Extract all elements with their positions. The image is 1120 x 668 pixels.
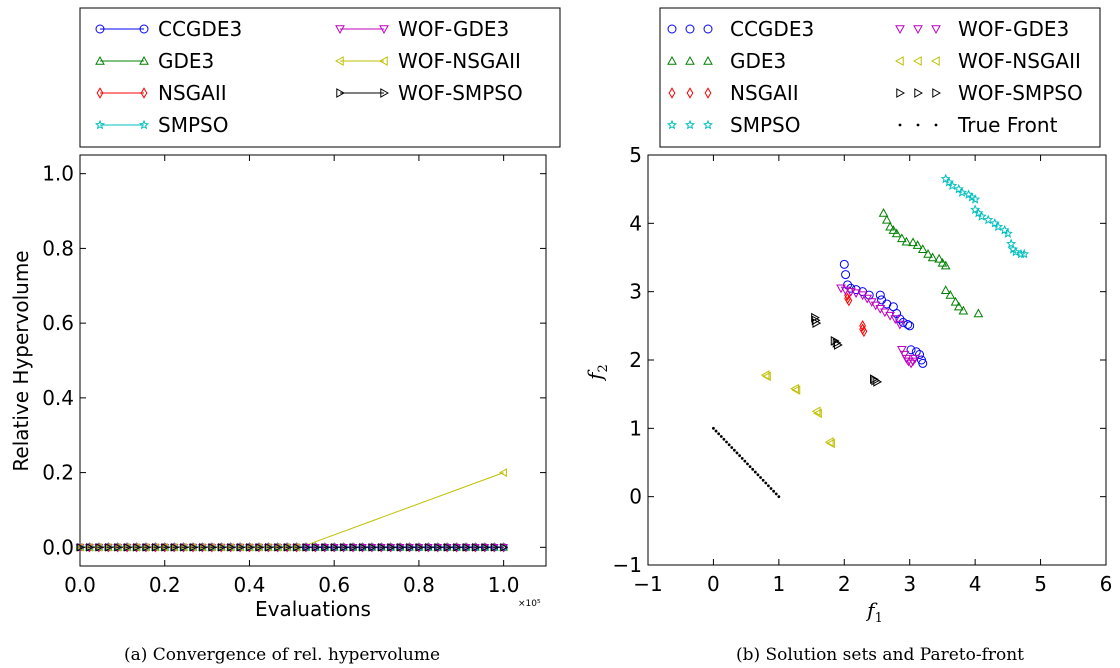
scatter-point: [883, 216, 891, 223]
scatter-point: [741, 457, 744, 460]
left-x-multiplier: ×10⁵: [518, 599, 541, 609]
legend-label: GDE3: [730, 49, 786, 73]
series-line: [80, 473, 504, 548]
scatter-point: [720, 435, 723, 438]
x-tick-label: 0.4: [234, 573, 266, 597]
legend-label: WOF-NSGAII: [958, 49, 1081, 73]
caption-left: (a) Convergence of rel. hypervolume: [124, 645, 440, 665]
scatter-point: [717, 432, 720, 435]
legend-label: SMPSO: [730, 113, 800, 137]
scatter-point: [878, 296, 886, 304]
scatter-point: [736, 452, 739, 455]
plot-left-frame: [80, 155, 546, 566]
y-tick-label: 0: [629, 485, 642, 509]
left-xlabel: Evaluations: [255, 597, 371, 621]
scatter-point: [722, 438, 725, 441]
y-tick-label: 0.0: [42, 535, 74, 559]
x-tick-label: 0.2: [149, 573, 181, 597]
y-tick-label: −1: [613, 553, 642, 577]
y-tick-label: 0.4: [42, 386, 74, 410]
scatter-point: [1004, 230, 1012, 237]
left-ylabel: Relative Hypervolume: [9, 250, 33, 471]
x-tick-label: 6: [1100, 572, 1113, 596]
legend-label: CCGDE3: [158, 17, 242, 41]
x-tick-label: 0.8: [403, 573, 435, 597]
y-tick-label: 4: [629, 211, 642, 235]
scatter-point: [971, 195, 979, 202]
plot-left: 0.0 0.2 0.4 0.6 0.8 1.0 0.0 0.2 0.4 0.6 0.8 1.0 Eva…: [9, 155, 546, 665]
legend-swatch-marker: [935, 124, 938, 127]
scatter-point: [906, 322, 914, 330]
legend-right: CCGDE3 GDE3 NSGAII SMPSO WOF-GDE3 WOF-NSGAII W…: [660, 8, 1100, 147]
scatter-point: [880, 209, 888, 216]
x-tick-label: 5: [1034, 572, 1047, 596]
scatter-point: [712, 427, 715, 430]
scatter-point: [772, 490, 775, 493]
y-tick-label: 2: [629, 348, 642, 372]
scatter-point: [770, 487, 773, 490]
scatter-point: [715, 430, 718, 433]
plot-right-frame: [648, 155, 1106, 565]
x-tick-label: 3: [903, 572, 916, 596]
caption-right: (b) Solution sets and Pareto-front: [736, 645, 1024, 665]
legend-label: WOF-GDE3: [398, 17, 509, 41]
scatter-point: [733, 449, 736, 452]
x-tick-label: 0.0: [64, 573, 96, 597]
scatter-point: [746, 462, 749, 465]
legend-swatch-marker: [899, 124, 902, 127]
legend-label: WOF-GDE3: [958, 17, 1069, 41]
y-tick-label: 5: [629, 143, 642, 167]
x-tick-label: 4: [969, 572, 982, 596]
scatter-point: [898, 347, 906, 354]
scatter-point: [876, 291, 884, 299]
plot-right: −1 0 1 2 3 4 5 6−1012345 f1 f2 (b) Solution set…: [583, 143, 1112, 665]
x-tick-label: 2: [838, 572, 851, 596]
x-tick-label: 0: [707, 572, 720, 596]
x-tick-label: 1.0: [488, 573, 520, 597]
scatter-point: [777, 495, 780, 498]
legend-label: WOF-SMPSO: [958, 81, 1083, 105]
y-tick-label: 3: [629, 280, 642, 304]
scatter-point: [754, 471, 757, 474]
scatter-point: [958, 189, 966, 196]
scatter-point: [946, 291, 954, 298]
legend-label: True Front: [957, 113, 1058, 137]
legend-label: GDE3: [158, 49, 214, 73]
y-tick-label: 0.8: [42, 236, 74, 260]
legend-label: WOF-NSGAII: [398, 49, 521, 73]
legend-label: NSGAII: [158, 81, 227, 105]
y-tick-label: 1.0: [42, 162, 74, 186]
right-xlabel: f1: [865, 598, 883, 626]
scatter-point: [738, 454, 741, 457]
scatter-point: [759, 476, 762, 479]
scatter-point: [974, 310, 982, 317]
scatter-point: [842, 271, 850, 279]
legend-left: CCGDE3 GDE3 NSGAII SMPSO WOF-GDE3 WOF-NSGAII W…: [80, 8, 560, 147]
x-tick-label: 0.6: [318, 573, 350, 597]
scatter-point: [728, 443, 731, 446]
y-tick-label: 0.2: [42, 461, 74, 485]
legend-label: WOF-SMPSO: [398, 81, 523, 105]
legend-label: CCGDE3: [730, 17, 814, 41]
x-tick-label: 1: [772, 572, 785, 596]
scatter-point: [749, 465, 752, 468]
scatter-point: [764, 482, 767, 485]
y-tick-label: 0.6: [42, 311, 74, 335]
legend-swatch-marker: [917, 124, 920, 127]
scatter-point: [757, 473, 760, 476]
scatter-point: [767, 484, 770, 487]
y-tick-label: 1: [629, 416, 642, 440]
scatter-point: [730, 446, 733, 449]
scatter-point: [942, 286, 950, 293]
scatter-point: [775, 493, 778, 496]
scatter-point: [840, 260, 848, 268]
scatter-point: [762, 479, 765, 482]
legend-label: NSGAII: [730, 81, 799, 105]
scatter-point: [743, 460, 746, 463]
right-ylabel: f2: [583, 364, 611, 382]
scatter-point: [751, 468, 754, 471]
legend-label: SMPSO: [158, 113, 228, 137]
scatter-point: [725, 441, 728, 444]
